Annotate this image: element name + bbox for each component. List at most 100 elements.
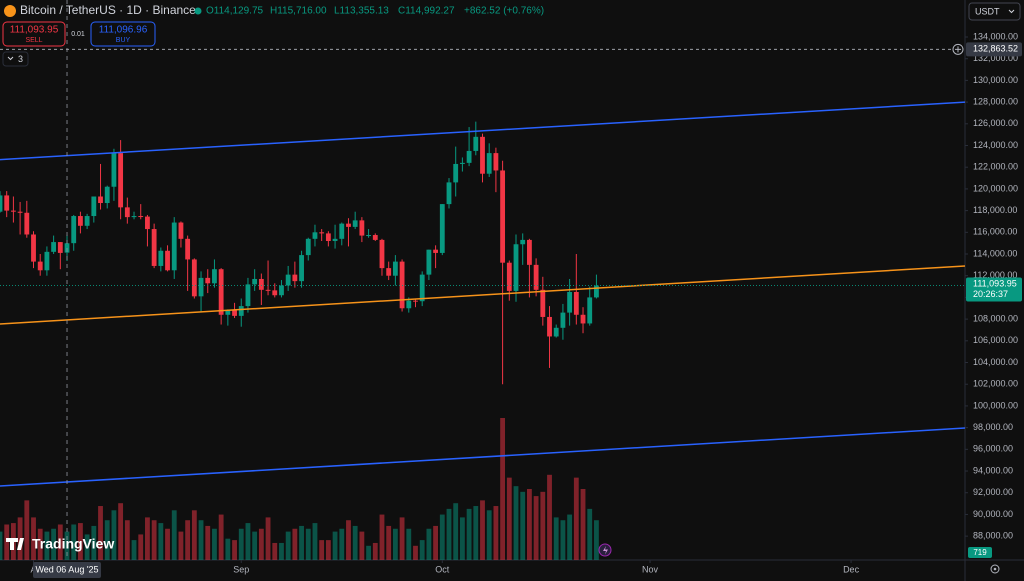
volume-bar bbox=[151, 520, 157, 560]
volume-bar bbox=[526, 489, 532, 560]
volume-bar bbox=[212, 528, 217, 560]
candle-body bbox=[513, 244, 519, 291]
volume-bar bbox=[124, 520, 130, 560]
volume-bar bbox=[446, 508, 452, 560]
candle-body bbox=[212, 269, 217, 284]
volume-bar bbox=[573, 477, 579, 560]
indicator-toggle[interactable] bbox=[2, 51, 29, 67]
y-tick-label: 96,000.00 bbox=[973, 444, 1013, 454]
volume-bar bbox=[506, 477, 512, 560]
volume-bar bbox=[185, 520, 191, 560]
candle-body bbox=[359, 220, 365, 236]
candle-body bbox=[91, 196, 97, 217]
volume-bar bbox=[359, 531, 365, 560]
crosshair-date: Wed 06 Aug '25 bbox=[35, 564, 98, 574]
volume-bar bbox=[419, 540, 425, 560]
volume-bar bbox=[594, 520, 599, 560]
y-tick-label: 100,000.00 bbox=[973, 400, 1018, 410]
sell-label: SELL bbox=[25, 37, 42, 44]
y-tick-label: 116,000.00 bbox=[973, 227, 1017, 237]
candle-body bbox=[272, 290, 278, 296]
candle-body bbox=[459, 162, 465, 164]
volume-bar bbox=[406, 528, 412, 560]
candle-body bbox=[493, 153, 499, 171]
candle-body bbox=[124, 207, 130, 218]
volume-bar bbox=[332, 531, 338, 560]
ohlc-low: L113,355.13 bbox=[334, 6, 389, 17]
candle-body bbox=[158, 250, 164, 266]
candle-body bbox=[399, 261, 405, 309]
currency-button[interactable] bbox=[968, 2, 1021, 21]
candle-body bbox=[245, 284, 251, 307]
y-tick-label: 112,000.00 bbox=[973, 270, 1017, 280]
candle-body bbox=[439, 204, 445, 253]
y-tick-label: 114,000.00 bbox=[973, 248, 1017, 258]
candle-body bbox=[104, 186, 110, 204]
candle-body bbox=[506, 262, 512, 291]
chevron-icon bbox=[1008, 9, 1015, 14]
buy-button[interactable] bbox=[90, 21, 156, 47]
sell-button[interactable] bbox=[2, 21, 66, 47]
volume-bar bbox=[104, 520, 110, 560]
candle-body bbox=[0, 195, 3, 212]
volume-bar bbox=[71, 524, 77, 560]
volume-bar bbox=[31, 517, 36, 560]
volume-bar bbox=[37, 528, 43, 560]
candle-body bbox=[466, 150, 472, 163]
y-tick-label: 132,000.00 bbox=[973, 53, 1018, 63]
y-tick-label: 104,000.00 bbox=[973, 357, 1018, 367]
candle-body bbox=[305, 238, 311, 256]
y-tick-label: 124,000.00 bbox=[973, 140, 1018, 150]
volume-bar bbox=[165, 528, 170, 560]
volume-bar bbox=[392, 528, 398, 560]
volume-bar bbox=[98, 506, 103, 560]
volume-bar bbox=[131, 540, 137, 560]
volume-bar bbox=[466, 508, 472, 560]
candle-body bbox=[446, 182, 452, 205]
volume-bar bbox=[587, 508, 593, 560]
change: +862.52 (+0.76%) bbox=[464, 6, 544, 17]
y-tick-label: 120,000.00 bbox=[973, 183, 1018, 193]
candle-body bbox=[553, 327, 559, 337]
volume-bar bbox=[493, 506, 499, 560]
settings-icon[interactable] bbox=[990, 564, 1000, 574]
ohlc-high: H115,716.00 bbox=[270, 6, 327, 17]
volume-bar bbox=[547, 474, 552, 560]
candle-body bbox=[339, 223, 345, 239]
candle-body bbox=[386, 268, 392, 276]
candle-body bbox=[24, 212, 30, 235]
candle-body bbox=[205, 277, 211, 284]
candle-body bbox=[232, 310, 237, 316]
candle-body bbox=[520, 239, 526, 245]
volume-bar bbox=[339, 528, 345, 560]
volume-bar bbox=[439, 514, 445, 560]
y-tick-label: 94,000.00 bbox=[973, 465, 1013, 475]
candle-body bbox=[51, 242, 57, 252]
volume-bar bbox=[279, 542, 284, 560]
volume-bar bbox=[426, 528, 432, 560]
volume-bar bbox=[386, 525, 392, 560]
volume-bar bbox=[91, 525, 97, 560]
volume-bar bbox=[433, 525, 439, 560]
candle-body bbox=[71, 216, 77, 244]
volume-bar bbox=[299, 525, 304, 560]
symbol: Bitcoin / TetherUS · 1D · Binance bbox=[20, 3, 196, 17]
ohlc-open: O114,129.75 bbox=[206, 6, 264, 17]
candle-body bbox=[191, 259, 197, 297]
volume-bar bbox=[352, 525, 358, 560]
candle-body bbox=[218, 269, 224, 315]
badge bbox=[968, 547, 992, 558]
candle-body bbox=[84, 216, 90, 226]
volume-bar bbox=[232, 540, 237, 560]
plot-area bbox=[0, 0, 966, 560]
logo: TradingView bbox=[32, 536, 114, 552]
volume-bar bbox=[540, 491, 546, 560]
volume-bar bbox=[399, 517, 405, 560]
volume-bar bbox=[205, 525, 211, 560]
volume-bar bbox=[252, 531, 258, 560]
volume-bar bbox=[145, 517, 150, 560]
volume-bar bbox=[325, 540, 331, 560]
candle-body bbox=[225, 310, 231, 315]
